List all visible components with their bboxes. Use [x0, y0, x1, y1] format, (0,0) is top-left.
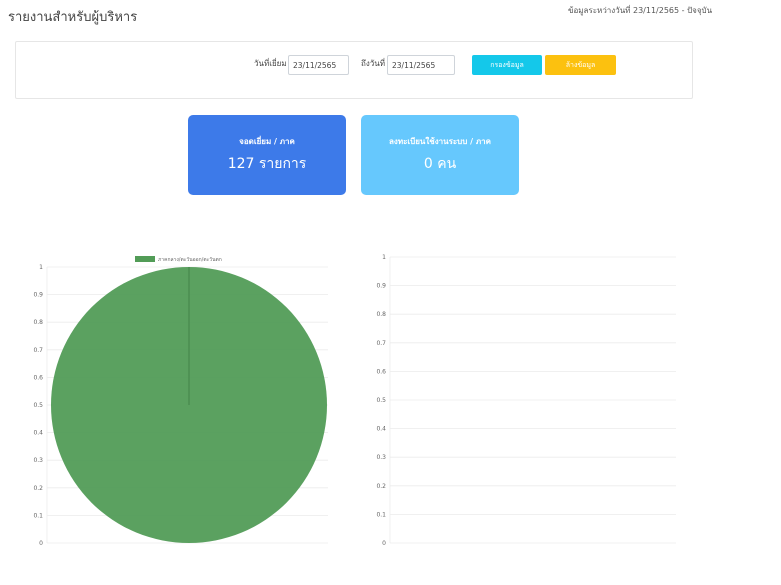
y-tick-label: 0.3	[376, 454, 386, 461]
y-tick-label: 0.6	[33, 374, 43, 381]
visit-date-label: วันที่เยี่ยม	[254, 59, 287, 68]
region-pie-chart: 1 0.9 0.8 0.7 0.6 0.5 0.4 0.3 0.2 0.1 0 ภาคกลาง/ตะว…	[33, 256, 328, 547]
y-tick-label: 0.1	[376, 511, 386, 518]
y-tick-label: 0.2	[33, 485, 43, 492]
visit-count-value: 127 รายการ	[227, 156, 307, 172]
y-tick-label: 0.6	[376, 368, 386, 375]
y-tick-label: 0.9	[376, 283, 386, 290]
legend-swatch	[135, 256, 155, 262]
y-tick-label: 0.5	[376, 397, 386, 404]
registration-count-card: ลงทะเบียนใช้งานระบบ / ภาค 0 คน	[361, 115, 519, 195]
y-tick-label: 0.8	[33, 319, 43, 326]
y-tick-label: 0.5	[33, 402, 43, 409]
y-tick-label: 0	[39, 540, 43, 547]
clear-button[interactable]: ล้างข้อมูล	[545, 55, 616, 75]
y-tick-label: 0.4	[33, 430, 43, 437]
registration-count-label: ลงทะเบียนใช้งานระบบ / ภาค	[389, 137, 491, 146]
y-tick-label: 1	[382, 254, 386, 261]
y-tick-label: 0.1	[33, 512, 43, 519]
y-tick-label: 1	[39, 264, 43, 271]
registration-bar-chart: 1 0.9 0.8 0.7 0.6 0.5 0.4 0.3 0.2 0.1 0	[376, 254, 676, 547]
date-range-note: ข้อมูลระหว่างวันที่ 23/11/2565 - ปัจจุบั…	[568, 6, 713, 15]
y-tick-label: 0.4	[376, 426, 386, 433]
y-tick-label: 0.3	[33, 457, 43, 464]
y-tick-label: 0.7	[33, 347, 43, 354]
y-tick-label: 0.8	[376, 311, 386, 318]
filter-button[interactable]: กรองข้อมูล	[472, 55, 542, 75]
visit-count-label: จอดเยี่ยม / ภาค	[239, 137, 295, 146]
to-date-label: ถึงวันที่	[361, 59, 385, 68]
y-tick-label: 0.7	[376, 340, 386, 347]
visit-date-input[interactable]	[288, 55, 349, 75]
y-tick-label: 0	[382, 540, 386, 547]
filter-panel: วันที่เยี่ยม ถึงวันที่ กรองข้อมูล ล้างข้…	[15, 41, 693, 99]
y-tick-label: 0.9	[33, 292, 43, 299]
y-tick-label: 0.2	[376, 483, 386, 490]
to-date-input[interactable]	[387, 55, 455, 75]
legend-label: ภาคกลาง/ตะวันออก/ตะวันตก	[158, 257, 222, 263]
visit-count-card: จอดเยี่ยม / ภาค 127 รายการ	[188, 115, 346, 195]
page-title: รายงานสำหรับผู้บริหาร	[8, 10, 138, 25]
registration-count-value: 0 คน	[423, 156, 457, 172]
